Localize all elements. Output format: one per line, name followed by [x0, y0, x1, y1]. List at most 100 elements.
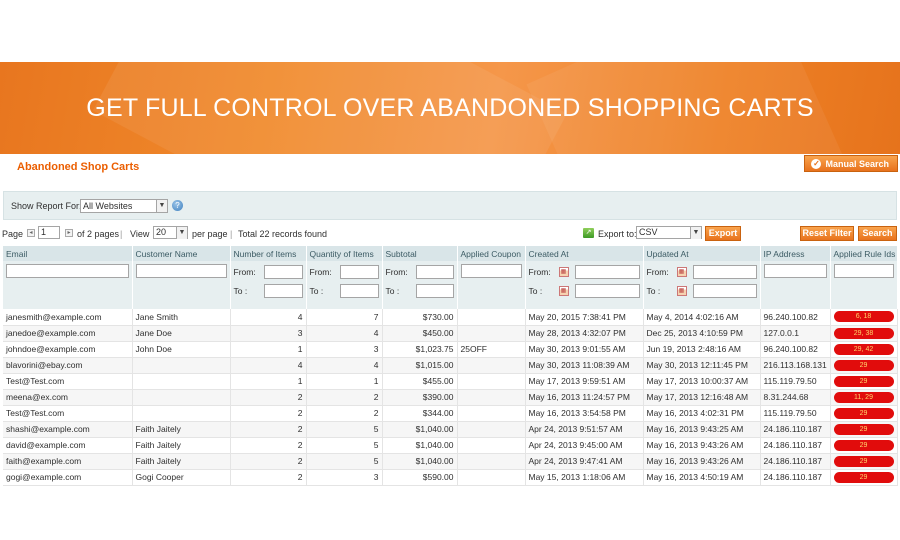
table-row[interactable]: shashi@example.com Faith Jaitely 2 5 $1,040.…: [3, 421, 898, 438]
page-label: Page: [2, 229, 24, 239]
table-row[interactable]: janesmith@example.com Jane Smith 4 7 $730.00…: [3, 309, 898, 326]
col-updated-at[interactable]: Updated At: [643, 246, 761, 261]
items-from-input[interactable]: [263, 265, 303, 279]
rule-ids-badge: 29: [833, 455, 894, 467]
cell-applied-rule-ids: 29: [830, 357, 898, 374]
table-row[interactable]: johndoe@example.com John Doe 1 3 $1,023.75 25…: [3, 341, 898, 358]
search-button[interactable]: Search: [858, 226, 897, 241]
cell-quantity-of-items: 5: [306, 453, 383, 470]
cell-subtotal: $1,040.00: [382, 437, 458, 454]
cell-ip-address: 96.240.100.82: [760, 341, 831, 358]
cell-ip-address: 24.186.110.187: [760, 469, 831, 486]
col-applied-coupon[interactable]: Applied Coupon: [457, 246, 526, 261]
cell-applied-rule-ids: 29, 38: [830, 325, 898, 342]
rule-ids-badge: 29: [833, 423, 894, 435]
cell-created-at: May 30, 2013 11:08:39 AM: [525, 357, 644, 374]
cell-email: janesmith@example.com: [3, 309, 133, 326]
cell-updated-at: May 16, 2013 9:43:26 AM: [643, 437, 761, 454]
calendar-icon[interactable]: ▦: [558, 267, 569, 277]
cell-subtotal: $1,015.00: [382, 357, 458, 374]
cell-number-of-items: 2: [230, 437, 307, 454]
website-select[interactable]: All Websites ▼: [80, 199, 168, 213]
cell-quantity-of-items: 2: [306, 389, 383, 406]
table-row[interactable]: gogi@example.com Gogi Cooper 2 3 $590.00 May …: [3, 469, 898, 486]
table-row[interactable]: faith@example.com Faith Jaitely 2 5 $1,040.0…: [3, 453, 898, 470]
cell-ip-address: 8.31.244.68: [760, 389, 831, 406]
cell-customer-name: [132, 389, 231, 406]
cell-email: blavorini@ebay.com: [3, 357, 133, 374]
calendar-icon[interactable]: ▦: [676, 286, 687, 296]
calendar-icon[interactable]: ▦: [676, 267, 687, 277]
table-row[interactable]: janedoe@example.com Jane Doe 3 4 $450.00 May …: [3, 325, 898, 342]
qty-from-input[interactable]: [339, 265, 379, 279]
coupon-filter-input[interactable]: [460, 264, 522, 278]
table-row[interactable]: blavorini@ebay.com 4 4 $1,015.00 May 30, 201…: [3, 357, 898, 374]
reset-filter-button[interactable]: Reset Filter: [800, 226, 854, 241]
cell-updated-at: May 16, 2013 9:43:26 AM: [643, 453, 761, 470]
cell-quantity-of-items: 5: [306, 437, 383, 454]
per-page-text: per page: [192, 229, 228, 239]
col-number-of-items[interactable]: Number of Items: [230, 246, 307, 261]
col-quantity-of-items[interactable]: Quantity of Items: [306, 246, 383, 261]
created-to-input[interactable]: [574, 284, 640, 298]
ip-filter-input[interactable]: [763, 264, 827, 278]
cell-created-at: Apr 24, 2013 9:47:41 AM: [525, 453, 644, 470]
cell-subtotal: $1,040.00: [382, 453, 458, 470]
cell-applied-coupon: [457, 309, 526, 326]
customer-name-filter-input[interactable]: [135, 264, 227, 278]
col-created-at[interactable]: Created At: [525, 246, 644, 261]
calendar-icon[interactable]: ▦: [558, 286, 569, 296]
col-applied-rule-ids[interactable]: Applied Rule Ids: [830, 246, 898, 261]
cell-email: Test@Test.com: [3, 373, 133, 390]
view-select[interactable]: 20 ▼: [153, 226, 188, 239]
updated-to-input[interactable]: [692, 284, 757, 298]
created-from-input[interactable]: [574, 265, 640, 279]
title-bar: Abandoned Shop Carts ✓ Manual Search: [0, 154, 900, 180]
table-row[interactable]: Test@Test.com 2 2 $344.00 May 16, 2013 3:54:…: [3, 405, 898, 422]
rule-ids-badge: 29: [833, 375, 894, 387]
col-ip-address[interactable]: IP Address: [760, 246, 831, 261]
col-customer-name[interactable]: Customer Name: [132, 246, 231, 261]
items-to-input[interactable]: [263, 284, 303, 298]
table-row[interactable]: david@example.com Faith Jaitely 2 5 $1,040.0…: [3, 437, 898, 454]
updated-from-input[interactable]: [692, 265, 757, 279]
cell-created-at: May 20, 2015 7:38:41 PM: [525, 309, 644, 326]
help-icon[interactable]: ?: [172, 200, 183, 211]
cell-customer-name: [132, 405, 231, 422]
email-filter-input[interactable]: [6, 264, 129, 278]
cell-updated-at: May 30, 2013 12:11:45 PM: [643, 357, 761, 374]
cell-applied-rule-ids: 29: [830, 469, 898, 486]
export-button[interactable]: Export: [705, 226, 741, 241]
rule-ids-badge: 11, 29: [833, 391, 894, 403]
rule-ids-badge: 29, 42: [833, 343, 894, 355]
report-filter-bar: Show Report For: All Websites ▼ ?: [3, 191, 897, 220]
page-input[interactable]: 1: [38, 226, 60, 239]
cell-ip-address: 24.186.110.187: [760, 437, 831, 454]
cell-created-at: May 16, 2013 11:24:57 PM: [525, 389, 644, 406]
rule-ids-filter-input[interactable]: [833, 264, 894, 278]
to-label: To :: [233, 286, 248, 296]
next-page-icon[interactable]: ▸: [65, 229, 73, 237]
export-icon: ↗: [583, 228, 594, 238]
cell-number-of-items: 2: [230, 389, 307, 406]
table-row[interactable]: Test@Test.com 1 1 $455.00 May 17, 2013 9:59:…: [3, 373, 898, 390]
cell-quantity-of-items: 5: [306, 421, 383, 438]
export-format-select[interactable]: CSV ▼: [636, 226, 702, 239]
prev-page-icon[interactable]: ◂: [27, 229, 35, 237]
cell-ip-address: 127.0.0.1: [760, 325, 831, 342]
subtotal-to-input[interactable]: [415, 284, 454, 298]
subtotal-from-input[interactable]: [415, 265, 454, 279]
table-row[interactable]: meena@ex.com 2 2 $390.00 May 16, 2013 11:24:…: [3, 389, 898, 406]
cell-customer-name: John Doe: [132, 341, 231, 358]
col-email[interactable]: Email: [3, 246, 133, 261]
cell-number-of-items: 1: [230, 341, 307, 358]
export-format-value: CSV: [639, 227, 658, 237]
col-subtotal[interactable]: Subtotal: [382, 246, 458, 261]
qty-to-input[interactable]: [339, 284, 379, 298]
manual-search-button[interactable]: ✓ Manual Search: [804, 155, 898, 172]
cell-applied-coupon: [457, 469, 526, 486]
cell-applied-coupon: [457, 453, 526, 470]
cell-customer-name: Jane Smith: [132, 309, 231, 326]
cell-created-at: May 15, 2013 1:18:06 AM: [525, 469, 644, 486]
cell-applied-rule-ids: 6, 18: [830, 309, 898, 326]
